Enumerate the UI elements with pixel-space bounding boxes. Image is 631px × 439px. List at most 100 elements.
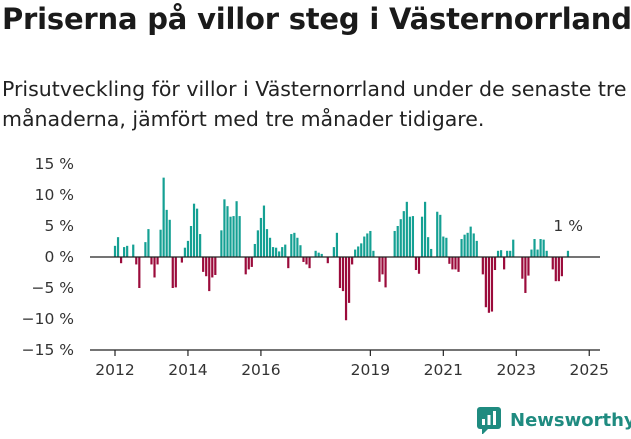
bar-negative	[417, 257, 421, 274]
bar-positive	[566, 250, 570, 257]
bar-positive	[229, 216, 232, 257]
newsworthy-chart-icon	[477, 407, 501, 434]
bar-negative	[347, 257, 351, 303]
bar-positive	[262, 205, 266, 257]
bar-positive	[496, 250, 500, 257]
bar-positive	[235, 201, 238, 257]
bar-positive	[469, 226, 472, 257]
bar-negative	[454, 257, 457, 270]
bar-positive	[530, 249, 533, 257]
bar-negative	[338, 257, 342, 288]
bar-positive	[116, 237, 120, 257]
bar-positive	[533, 239, 536, 257]
bar-negative	[490, 257, 494, 312]
chart-title: Priserna på villor steg i Västernorrland	[2, 2, 631, 36]
bar-negative	[524, 257, 527, 293]
bar-positive	[472, 233, 475, 257]
bar-positive	[439, 214, 442, 257]
bar-negative	[208, 257, 211, 292]
chart-subtitle: Prisutveckling för villor i Västernorrla…	[2, 77, 627, 131]
bar-positive	[363, 236, 366, 257]
bar-positive	[369, 230, 372, 257]
bar-positive	[189, 226, 193, 257]
bar-positive	[536, 249, 539, 257]
bar-positive	[199, 234, 202, 257]
bar-negative	[156, 257, 159, 265]
bar-positive	[290, 234, 293, 257]
y-tick-label: 15 %	[35, 155, 74, 173]
bar-negative	[448, 257, 451, 264]
bar-positive	[393, 230, 396, 257]
bar-negative	[326, 257, 329, 264]
bar-positive	[372, 250, 375, 257]
bar-positive	[195, 208, 199, 257]
bar-positive	[463, 234, 466, 257]
bar-negative	[138, 257, 141, 288]
bar-negative	[414, 257, 418, 271]
bar-positive	[430, 248, 433, 257]
bar-positive	[147, 229, 150, 257]
bar-negative	[560, 257, 563, 277]
bar-negative	[153, 257, 156, 278]
bar-negative	[351, 257, 354, 265]
y-tick-label: −15 %	[22, 341, 74, 359]
bar-positive	[220, 230, 223, 257]
bar-positive	[278, 251, 281, 257]
bar-positive	[396, 226, 399, 257]
bar-negative	[554, 257, 557, 282]
bar-positive	[436, 211, 439, 257]
bar-negative	[302, 257, 305, 262]
x-tick-label: 2025	[570, 361, 609, 379]
bar-positive	[332, 247, 335, 257]
bar-negative	[214, 257, 217, 275]
bar-positive	[366, 233, 369, 257]
bar-positive	[186, 240, 190, 257]
bar-negative	[250, 257, 253, 267]
x-tick-label: 2023	[497, 361, 536, 379]
bar-positive	[408, 216, 411, 257]
y-tick-label: 10 %	[35, 186, 74, 204]
bar-negative	[174, 257, 177, 288]
bar-positive	[411, 216, 415, 257]
bar-positive	[314, 250, 317, 257]
bar-positive	[293, 232, 296, 257]
bar-negative	[551, 257, 554, 270]
bar-negative	[457, 257, 460, 272]
bar-negative	[211, 257, 214, 278]
bar-negative	[287, 257, 290, 269]
bar-positive	[268, 237, 272, 257]
bar-positive	[357, 246, 360, 257]
bar-positive	[165, 209, 168, 257]
bar-negative	[344, 257, 348, 321]
bar-negative	[150, 257, 153, 265]
bar-positive	[399, 219, 402, 257]
bar-negative	[527, 257, 530, 276]
bar-negative	[381, 257, 384, 275]
bar-positive	[223, 199, 226, 257]
bar-positive	[420, 216, 424, 257]
y-tick-label: 0 %	[44, 248, 74, 266]
bar-positive	[423, 201, 427, 257]
bar-positive	[256, 230, 259, 257]
bar-negative	[171, 257, 174, 288]
bar-negative	[205, 257, 208, 277]
bar-positive	[402, 211, 405, 257]
bar-negative	[341, 257, 345, 292]
bar-positive	[499, 250, 503, 257]
bar-positive	[320, 253, 323, 257]
bar-positive	[317, 252, 320, 257]
bar-negative	[521, 257, 524, 279]
bar-positive	[354, 249, 357, 257]
bar-positive	[296, 237, 299, 257]
bar-positive	[466, 232, 469, 257]
bar-positive	[284, 244, 287, 257]
bar-positive	[512, 239, 515, 257]
bar-positive	[405, 201, 408, 257]
bar-positive	[442, 236, 445, 257]
x-tick-label: 2019	[351, 361, 390, 379]
newsworthy-logo: Newsworthy	[476, 406, 631, 434]
x-tick-label: 2021	[424, 361, 463, 379]
bar-negative	[244, 257, 247, 275]
bar-positive	[144, 242, 147, 257]
